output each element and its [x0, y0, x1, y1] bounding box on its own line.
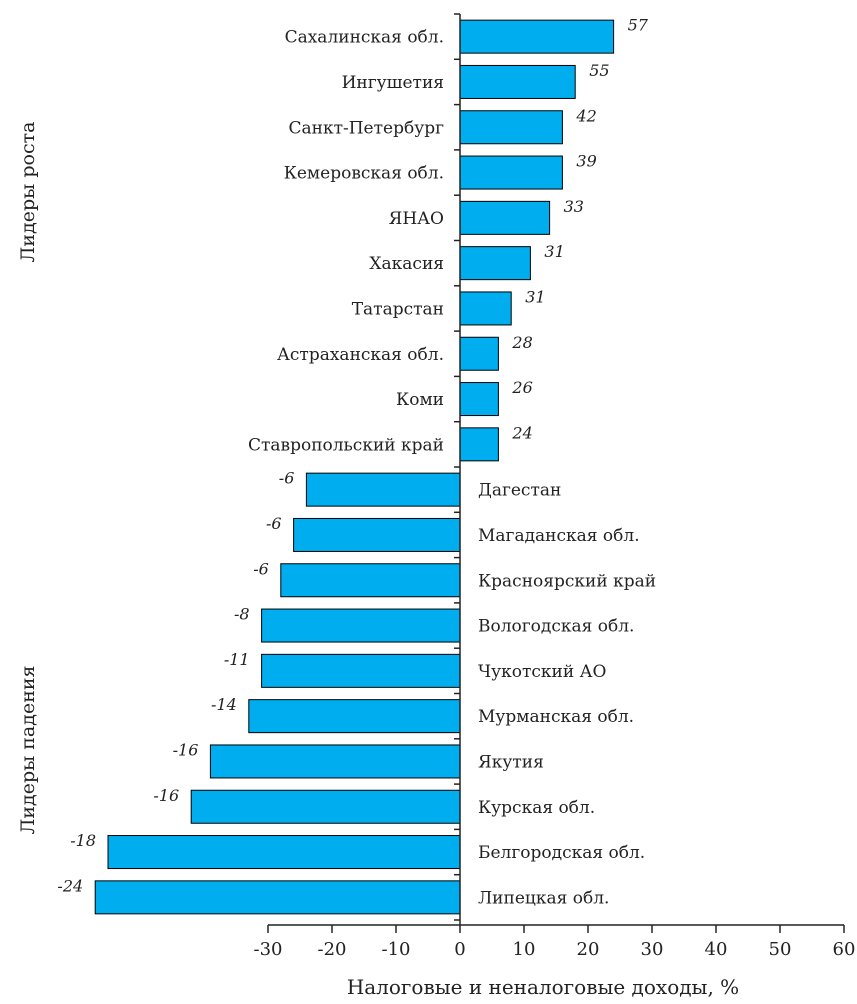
value-label: -16	[153, 786, 179, 805]
region-label: Чукотский АО	[478, 662, 606, 682]
region-label: Дагестан	[478, 481, 561, 501]
bar	[261, 653, 461, 688]
x-tick-label: 50	[769, 939, 792, 960]
x-tick-label: -30	[254, 939, 283, 960]
value-label: 28	[511, 333, 532, 352]
x-tick-label: 20	[577, 939, 600, 960]
bar	[305, 472, 461, 507]
bar	[459, 427, 499, 462]
region-label: Татарстан	[352, 299, 444, 319]
axis-layer: -30 -20 -10 0 10 20 30 40 50 60	[254, 13, 856, 960]
value-label: -6	[266, 514, 282, 533]
value-label: 55	[589, 61, 609, 80]
x-tick-label: 40	[705, 939, 728, 960]
bar	[459, 200, 551, 235]
region-label: Астраханская обл.	[277, 345, 444, 365]
bar	[459, 155, 563, 190]
region-label: Коми	[396, 390, 444, 410]
region-label: Курская обл.	[478, 798, 595, 818]
x-tick-label: 0	[454, 939, 465, 960]
region-label: Сахалинская обл.	[285, 28, 444, 48]
region-label: Вологодская обл.	[478, 617, 634, 637]
bar	[459, 19, 615, 54]
region-label: Ингушетия	[342, 73, 444, 93]
bar	[107, 835, 461, 870]
bar	[459, 64, 576, 99]
bar	[459, 336, 499, 371]
bar	[459, 246, 531, 281]
bar	[459, 382, 499, 417]
value-label: 42	[575, 106, 596, 125]
bar	[209, 744, 461, 779]
value-label: 31	[544, 242, 564, 261]
x-tick-label: 10	[513, 939, 536, 960]
region-label: Магаданская обл.	[478, 526, 640, 546]
region-label: Липецкая обл.	[478, 888, 609, 908]
value-label: -14	[211, 695, 237, 714]
value-label: 33	[564, 197, 584, 216]
bar	[459, 291, 512, 326]
x-tick-label: 60	[833, 939, 856, 960]
x-tick-label: -10	[382, 939, 411, 960]
value-label: 26	[511, 378, 532, 397]
value-label: 57	[628, 16, 649, 35]
region-label: Якутия	[478, 752, 544, 772]
value-label: 24	[511, 423, 532, 442]
value-label: -11	[224, 650, 250, 669]
labels-layer: Сахалинская обл. 57 Ингушетия 55 Санкт-Петер…	[57, 16, 656, 909]
x-axis-title: Налоговые и неналоговые доходы, %	[347, 975, 739, 999]
bar	[248, 699, 461, 734]
bar	[190, 789, 461, 824]
region-label: Кемеровская обл.	[284, 164, 444, 184]
value-label: -18	[70, 831, 96, 850]
value-label: -24	[57, 876, 83, 895]
value-label: -16	[173, 740, 199, 759]
region-label: Хакасия	[369, 254, 444, 274]
value-label: -8	[234, 605, 250, 624]
region-label: ЯНАО	[389, 209, 444, 229]
x-tick-label: 30	[641, 939, 664, 960]
region-label: Санкт-Петербург	[288, 118, 444, 138]
value-label: 39	[576, 152, 596, 171]
value-label: -6	[279, 469, 295, 488]
bar	[293, 517, 461, 552]
value-label: -6	[253, 559, 269, 578]
region-label: Ставропольский край	[248, 435, 444, 455]
group-label-decline: Лидеры падения	[17, 665, 39, 834]
group-label-growth: Лидеры роста	[17, 122, 39, 263]
bar	[280, 563, 461, 598]
bars-layer	[94, 19, 615, 915]
bar	[459, 110, 563, 145]
region-label: Белгородская обл.	[478, 843, 645, 863]
bar	[261, 608, 461, 643]
region-label: Мурманская обл.	[478, 707, 634, 727]
value-label: 31	[525, 287, 545, 306]
x-tick-label: -20	[318, 939, 347, 960]
bar	[94, 880, 461, 915]
region-label: Красноярский край	[478, 571, 656, 591]
